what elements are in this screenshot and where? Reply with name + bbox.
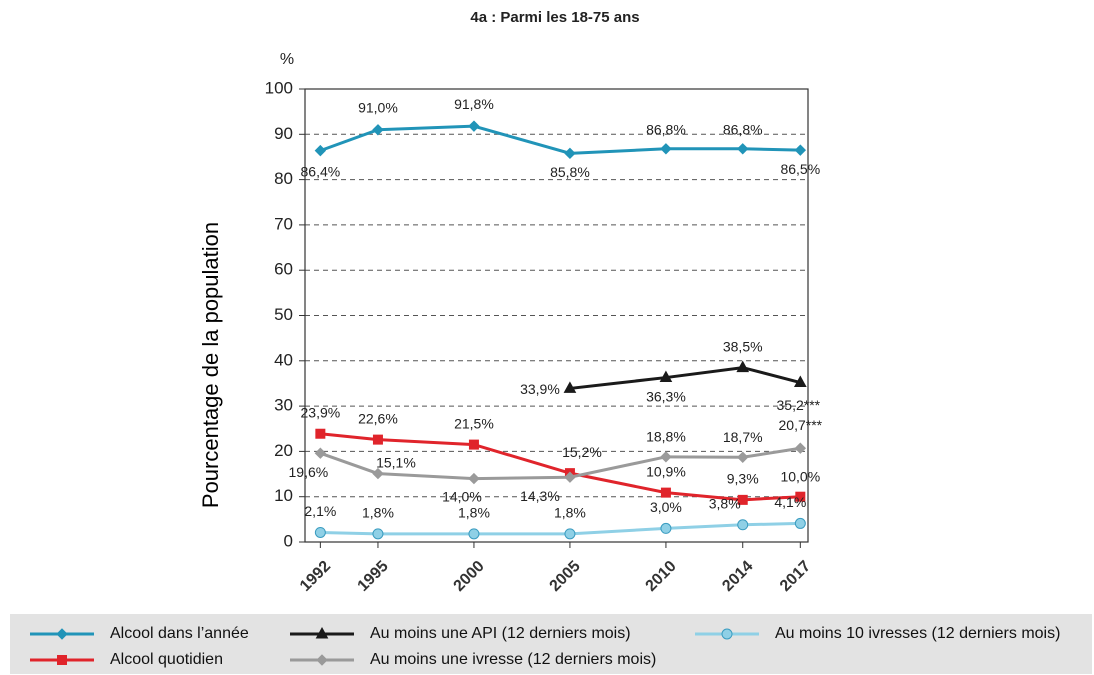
y-axis-label: Pourcentage de la population: [198, 222, 223, 508]
data-label: 14,3%: [520, 488, 560, 504]
line: [320, 521, 801, 536]
data-label: 3,8%: [709, 495, 741, 511]
y-tick-label: 50: [274, 305, 293, 324]
data-label: 23,9%: [301, 404, 341, 420]
point: [793, 375, 807, 388]
x-tick-label: 2005: [547, 558, 584, 595]
point: [314, 526, 326, 538]
legend-label: Alcool dans l’année: [110, 625, 249, 642]
legend-label: Alcool quotidien: [110, 651, 223, 668]
data-label: 36,3%: [646, 388, 686, 404]
point: [563, 381, 577, 393]
point: [659, 370, 673, 383]
data-label: 19,6%: [289, 464, 329, 480]
y-tick-label: 20: [274, 441, 293, 460]
chart-title: 4a : Parmi les 18-75 ans: [470, 9, 639, 26]
point: [372, 124, 384, 136]
data-label: 85,8%: [550, 164, 590, 180]
data-label: 10,0%: [780, 468, 820, 484]
x-tick-label: 1992: [297, 558, 334, 595]
point: [372, 467, 384, 480]
data-label: 14,0%: [442, 488, 482, 504]
x-tick-label: 2000: [451, 558, 488, 595]
point: [737, 494, 748, 505]
data-label: 2,1%: [304, 503, 336, 519]
data-label: 33,9%: [520, 381, 560, 397]
data-label: 86,4%: [301, 163, 341, 179]
point: [468, 120, 480, 132]
y-tick-label: 40: [274, 350, 293, 369]
point: [468, 528, 480, 540]
data-label: 91,8%: [454, 96, 494, 112]
x-tick-label: 2010: [643, 558, 680, 595]
point: [564, 147, 576, 160]
data-label: 10,9%: [646, 463, 686, 479]
point: [795, 491, 806, 502]
data-label: 3,0%: [650, 499, 682, 515]
data-label: 1,8%: [362, 505, 394, 521]
data-label: 86,8%: [723, 121, 763, 137]
x-tick-label: 2014: [719, 558, 756, 595]
point: [660, 143, 672, 155]
data-label: 9,3%: [727, 471, 759, 487]
point: [794, 442, 807, 454]
data-label: 15,2%: [562, 444, 602, 460]
data-label: 18,7%: [723, 429, 763, 445]
legend-box: [10, 614, 1092, 674]
point: [660, 522, 672, 534]
data-label: 21,5%: [454, 415, 494, 431]
y-unit: %: [280, 51, 294, 68]
point: [314, 144, 327, 157]
point: [468, 439, 479, 450]
point: [372, 528, 384, 540]
y-tick-label: 70: [274, 214, 293, 233]
legend-marker: [57, 655, 67, 665]
data-label: 15,1%: [376, 454, 416, 470]
legend-marker: [315, 626, 329, 639]
legend-label: Au moins 10 ivresses (12 derniers mois): [775, 625, 1060, 642]
y-tick-label: 60: [274, 260, 293, 279]
y-tick-label: 80: [274, 169, 293, 188]
x-tick-label: 2017: [777, 558, 814, 595]
plot-frame: [304, 88, 809, 543]
data-label: 18,8%: [646, 429, 686, 445]
data-label: 38,5%: [723, 338, 763, 354]
x-tick-label: 1995: [355, 558, 392, 595]
point: [314, 447, 327, 459]
data-label: 35,2***: [777, 397, 821, 413]
point: [564, 528, 576, 540]
point: [660, 451, 672, 463]
point: [372, 434, 383, 445]
y-tick-label: 100: [265, 78, 293, 97]
point: [660, 487, 671, 498]
y-tick-label: 90: [274, 124, 293, 143]
point: [736, 360, 750, 373]
point: [564, 471, 576, 483]
point: [794, 144, 807, 156]
data-label: 86,5%: [780, 161, 820, 177]
y-tick-label: 0: [284, 531, 293, 550]
legend-label: Au moins une ivresse (12 derniers mois): [370, 651, 656, 668]
data-label: 20,7***: [779, 417, 823, 433]
point: [315, 428, 326, 439]
data-label: 1,8%: [458, 505, 490, 521]
y-tick-label: 10: [274, 486, 293, 505]
point: [737, 519, 749, 531]
legend-marker: [316, 654, 328, 666]
legend-marker: [721, 628, 733, 640]
data-label: 86,8%: [646, 121, 686, 137]
point: [737, 451, 749, 463]
data-label: 4,1%: [774, 494, 806, 510]
legend-marker: [56, 628, 68, 640]
line: [569, 366, 801, 390]
data-label: 22,6%: [358, 410, 398, 426]
y-tick-label: 30: [274, 396, 293, 415]
data-label: 1,8%: [554, 505, 586, 521]
point: [468, 472, 480, 485]
legend-label: Au moins une API (12 derniers mois): [370, 625, 631, 642]
point: [737, 143, 749, 155]
data-label: 91,0%: [358, 99, 398, 115]
point: [794, 517, 806, 529]
